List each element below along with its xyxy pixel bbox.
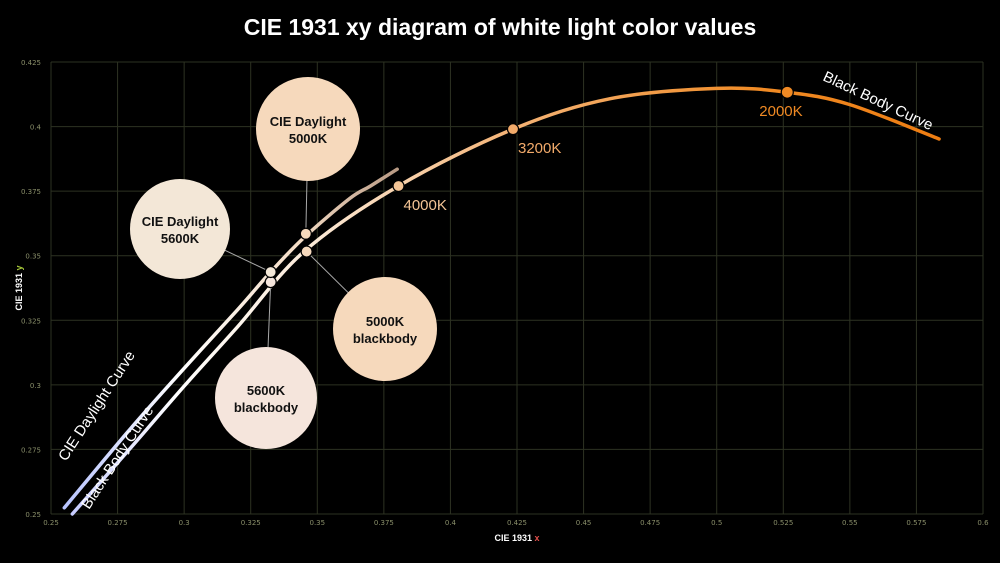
y-tick-label: 0.275 — [21, 446, 41, 454]
y-tick-label: 0.25 — [25, 511, 41, 519]
callout-text-bb5000: 5000K — [366, 314, 405, 329]
x-tick-label: 0.35 — [309, 519, 325, 527]
x-axis-label-text: CIE 1931 — [494, 533, 534, 543]
point-5600k-blackbody — [264, 275, 277, 289]
y-tick-label: 0.35 — [25, 253, 41, 261]
callout-bubble-daylight5000 — [256, 77, 360, 181]
callout-bubble-bb5000 — [333, 277, 437, 381]
x-tick-label: 0.475 — [640, 519, 660, 527]
y-axis-label-var: y — [14, 265, 24, 270]
y-tick-label: 0.3 — [30, 382, 41, 390]
points — [264, 85, 794, 289]
callout-text-daylight5600: 5600K — [161, 231, 200, 246]
x-tick-label: 0.575 — [906, 519, 926, 527]
y-tick-label: 0.325 — [21, 317, 41, 325]
callout-bubble-daylight5600 — [130, 179, 230, 279]
series-line-cie-daylight — [62, 167, 399, 510]
y-tick-label: 0.375 — [21, 188, 41, 196]
x-axis-label: CIE 1931 x — [494, 533, 539, 543]
callouts: CIE Daylight 5000K CIE Daylight 5600K 5000K b… — [130, 77, 437, 449]
chart-title: CIE 1931 xy diagram of white light color… — [243, 14, 757, 40]
x-tick-label: 0.275 — [108, 519, 128, 527]
x-tick-label: 0.25 — [43, 519, 59, 527]
point-3200k — [506, 123, 520, 136]
curves — [62, 86, 941, 516]
x-tick-label: 0.3 — [179, 519, 190, 527]
callout-text-bb5600: blackbody — [234, 400, 299, 415]
callout-bubble-bb5600 — [215, 347, 317, 449]
x-tick-label: 0.4 — [445, 519, 457, 527]
x-tick-label: 0.375 — [374, 519, 394, 527]
point-cie-daylight-5600k — [264, 265, 277, 279]
callout-text-daylight5000: 5000K — [289, 131, 328, 146]
point-label-2000k: 2000K — [759, 103, 802, 120]
y-tick-label: 0.4 — [30, 124, 42, 132]
ticks: 0.25 0.275 0.3 0.325 0.35 0.375 0.4 0.425 0.45 0.… — [21, 59, 989, 527]
point-cie-daylight-5000k — [299, 227, 312, 240]
series-line-black-body — [70, 86, 941, 516]
x-tick-label: 0.6 — [977, 519, 989, 527]
x-tick-label: 0.325 — [241, 519, 261, 527]
point-2000k — [780, 85, 794, 99]
x-tick-label: 0.525 — [773, 519, 793, 527]
callout-text-bb5600: 5600K — [247, 383, 286, 398]
point-5000k-blackbody — [300, 245, 313, 258]
y-axis-label: CIE 1931 y — [14, 265, 24, 310]
x-tick-label: 0.5 — [711, 519, 722, 527]
y-axis-label-text: CIE 1931 — [14, 270, 24, 310]
callout-text-daylight5000: CIE Daylight — [270, 114, 347, 129]
callout-text-daylight5600: CIE Daylight — [142, 214, 219, 229]
y-tick-label: 0.425 — [21, 59, 41, 67]
x-axis-label-var: x — [535, 533, 540, 543]
point-4000k — [392, 179, 405, 193]
point-label-3200k: 3200K — [518, 140, 561, 157]
x-tick-label: 0.425 — [507, 519, 527, 527]
x-tick-label: 0.55 — [842, 519, 858, 527]
callout-text-bb5000: blackbody — [353, 331, 418, 346]
x-tick-label: 0.45 — [576, 519, 592, 527]
point-label-4000k: 4000K — [404, 197, 447, 214]
